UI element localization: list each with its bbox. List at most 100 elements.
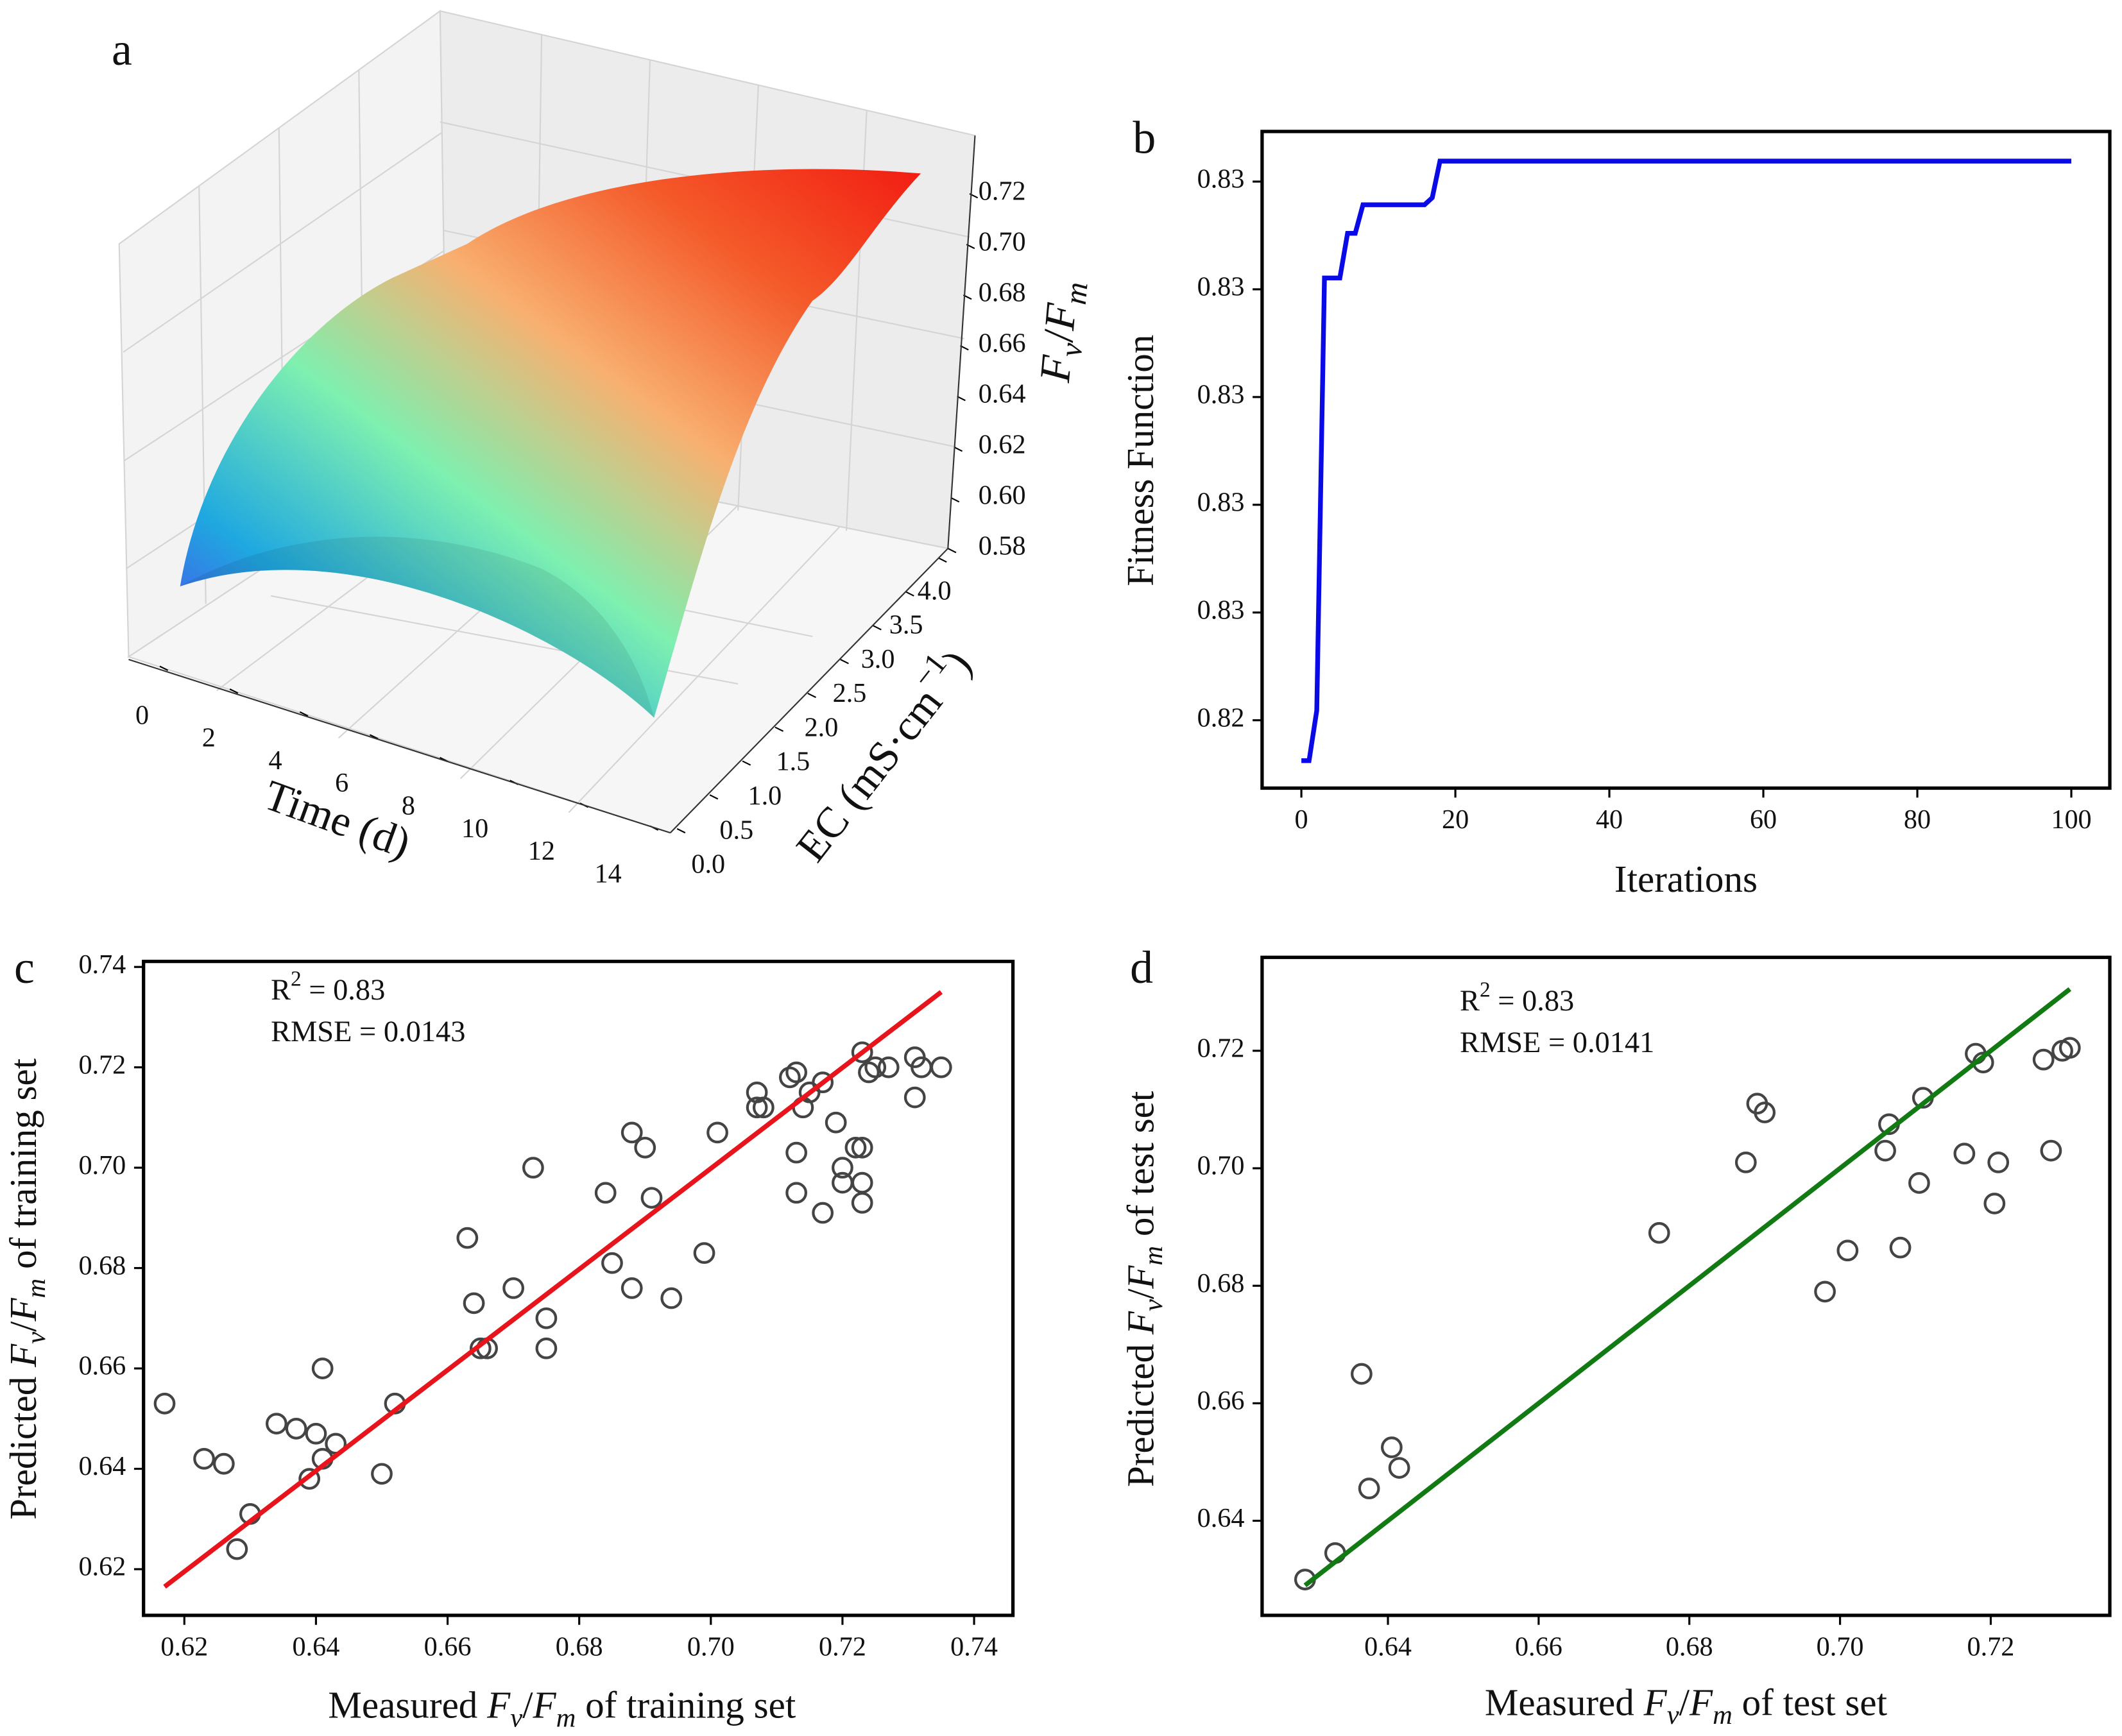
label-part: = 0.83	[1491, 985, 1575, 1017]
label-part: /	[2, 1321, 44, 1332]
y-tick	[709, 794, 719, 800]
point	[746, 1096, 768, 1119]
y-tick	[676, 828, 686, 834]
y-tick-label: 0.72	[78, 1050, 126, 1080]
point	[1836, 1239, 1859, 1262]
point	[1351, 1363, 1373, 1385]
x-tick-label: 8	[402, 791, 415, 821]
x-tick-label: 0.62	[160, 1631, 208, 1662]
x-tick-label: 0.66	[424, 1631, 472, 1662]
y-tick	[873, 625, 882, 631]
point	[311, 1357, 334, 1379]
label-part: m	[21, 1279, 51, 1298]
label-part: v	[510, 1703, 522, 1733]
point	[469, 1337, 492, 1359]
point	[752, 1096, 774, 1119]
point	[1734, 1152, 1757, 1173]
label-part: v	[1138, 1299, 1168, 1311]
point	[2040, 1139, 2062, 1162]
label-part: m	[1138, 1246, 1168, 1266]
point	[785, 1061, 808, 1084]
y-tick-label: 0.66	[1197, 1386, 1245, 1416]
z-tick	[954, 447, 963, 452]
z-tick-label: 0.58	[979, 531, 1026, 561]
x-tick-label: 0.74	[950, 1631, 998, 1662]
point	[1889, 1236, 1912, 1259]
fit-line	[163, 990, 943, 1589]
x-tick-label: 20	[1442, 804, 1469, 835]
y-tick	[774, 726, 784, 732]
label-part: of test set	[1733, 1681, 1888, 1723]
point	[193, 1447, 215, 1470]
y-tick-label: 0.83	[1197, 380, 1245, 410]
point	[212, 1452, 235, 1475]
x-tick-label: 6	[335, 768, 348, 798]
axis-label: Measured Fv/Fm of test set	[1485, 1681, 1888, 1730]
label-part: of training set	[576, 1683, 796, 1726]
x-tick-label: 0	[1295, 804, 1308, 835]
point	[2032, 1048, 2055, 1071]
x-tick-label: 4	[268, 745, 282, 776]
y-tick-label: 1.5	[776, 747, 810, 777]
point	[1814, 1281, 1836, 1303]
rmse-text: RMSE = 0.0141	[1460, 1026, 1654, 1059]
y-tick-label: 2.0	[805, 712, 839, 742]
z-tick-label: 0.64	[979, 379, 1026, 409]
point	[851, 1192, 873, 1214]
label-part: F	[1643, 1681, 1668, 1723]
x-tick-label: 0.68	[1666, 1631, 1713, 1662]
label-part: F	[486, 1683, 511, 1726]
point	[1987, 1152, 2010, 1173]
axis-label: R2 = 0.83	[271, 967, 385, 1007]
panel-label: b	[1133, 112, 1156, 163]
y-tick-label: 0.62	[78, 1552, 126, 1582]
x-tick	[159, 665, 169, 671]
y-tick	[742, 760, 751, 766]
label-part: v	[21, 1332, 51, 1344]
label-part: Predicted	[2, 1367, 44, 1520]
y-tick-label: 0.68	[78, 1250, 126, 1281]
point	[785, 1141, 808, 1164]
x-tick-label: 0.72	[819, 1631, 866, 1662]
point	[660, 1287, 683, 1309]
point	[864, 1056, 887, 1078]
z-tick	[950, 497, 960, 503]
x-axis-label: Iterations	[1614, 858, 1758, 900]
label-part: v	[1667, 1700, 1679, 1730]
z-tick-label: 0.72	[979, 176, 1026, 207]
point	[812, 1202, 834, 1224]
y-tick-label: 1.0	[748, 781, 782, 811]
y-tick	[807, 692, 816, 699]
axis-line	[128, 658, 671, 834]
x-tick-label: 0.72	[1967, 1631, 2015, 1662]
y-tick-label: 0.82	[1197, 702, 1245, 733]
point	[371, 1463, 393, 1485]
label-part: = 0.83	[302, 974, 386, 1007]
y-tick-label: 0.0	[691, 849, 725, 880]
point	[601, 1252, 623, 1274]
label-part: Predicted	[1119, 1334, 1161, 1487]
axis-label: Predicted Fv/Fm of training set	[2, 1058, 51, 1520]
point	[594, 1182, 617, 1204]
y-tick	[905, 591, 914, 597]
y-tick-label: 3.5	[889, 610, 923, 640]
point	[1358, 1477, 1380, 1500]
point	[456, 1227, 479, 1249]
point	[502, 1277, 524, 1299]
label-part: /	[1679, 1681, 1690, 1723]
x-tick-label: 0.64	[1364, 1631, 1412, 1662]
label-part: F	[2, 1343, 44, 1368]
label-part: F	[1689, 1681, 1713, 1723]
point	[1754, 1102, 1776, 1123]
point	[620, 1277, 643, 1299]
axis-label: Predicted Fv/Fm of test set	[1119, 1091, 1168, 1487]
fitness-line	[1301, 158, 2072, 763]
x-tick-label: 0.70	[1817, 1631, 1864, 1662]
point	[535, 1337, 558, 1359]
y-tick-label: 0.72	[1197, 1034, 1245, 1064]
axis-label: Fv/Fm	[1030, 279, 1094, 386]
z-tick-label: 0.68	[979, 278, 1026, 308]
label-part: F	[1034, 301, 1084, 332]
y-tick-label: 0.83	[1197, 488, 1245, 518]
z-tick-label: 0.60	[979, 481, 1026, 511]
